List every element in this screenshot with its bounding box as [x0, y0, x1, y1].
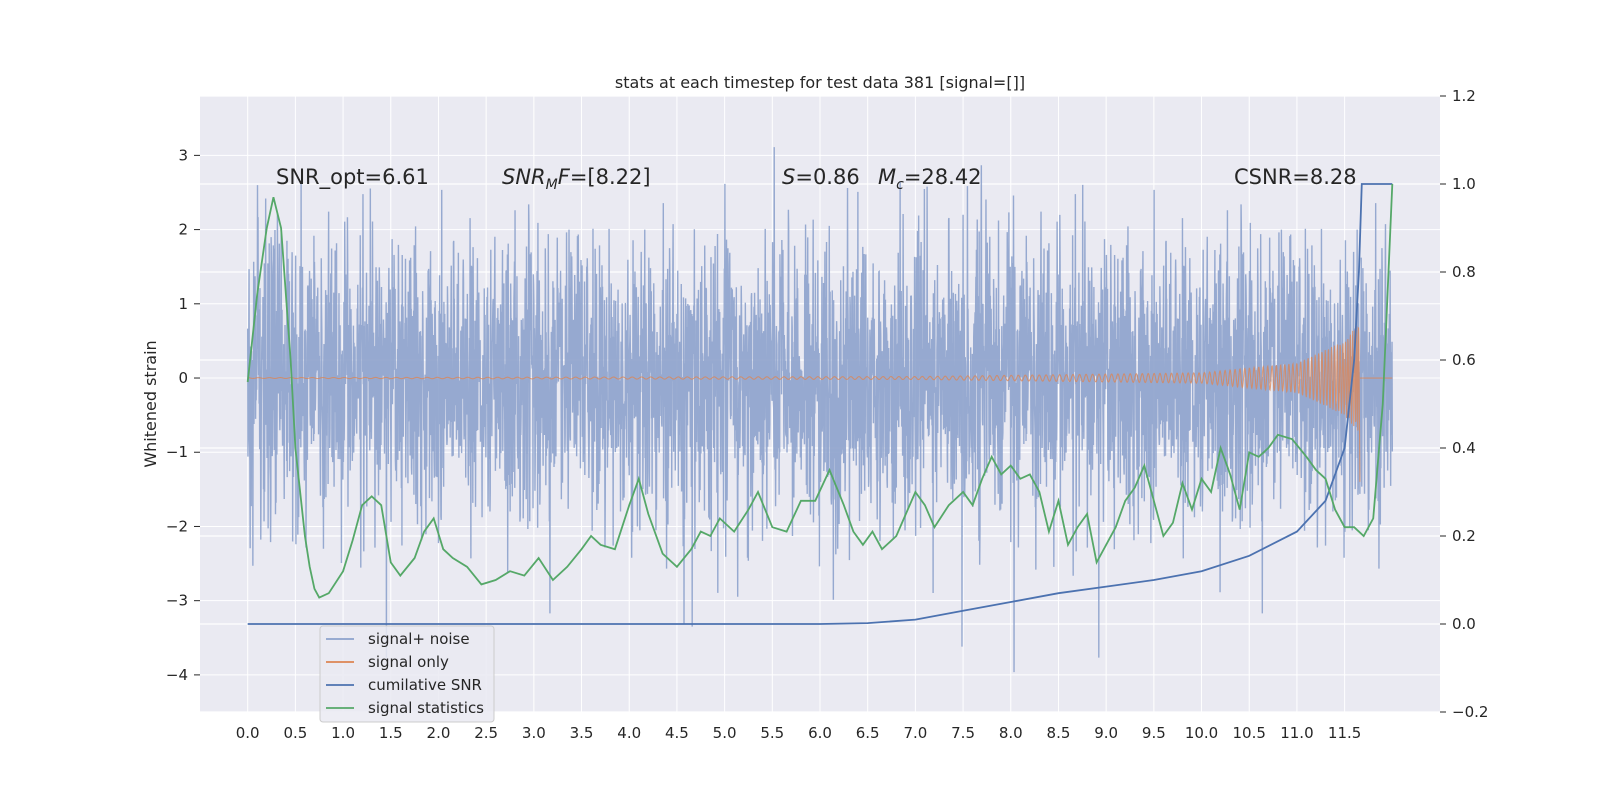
x-tick-label: 9.5 [1142, 724, 1166, 742]
x-tick-label: 6.5 [856, 724, 880, 742]
x-tick-label: 9.0 [1094, 724, 1118, 742]
y-tick-label: 0 [178, 369, 188, 387]
x-tick-label: 4.0 [617, 724, 641, 742]
y2-tick-label: 1.2 [1452, 87, 1476, 105]
y2-tick-label: 0.4 [1452, 439, 1476, 457]
legend: signal+ noise signal only cumilative SNR… [319, 625, 495, 723]
y-tick-label: −1 [166, 443, 188, 461]
annotation-snr-opt: SNR_opt=6.61 [276, 165, 429, 190]
x-axis-ticks: 0.0 0.5 1.0 1.5 2.0 2.5 3.0 3.5 4.0 4.5 5.0 5.5 6.0 6… [236, 724, 1362, 742]
x-tick-label: 3.5 [570, 724, 594, 742]
x-tick-label: 5.0 [713, 724, 737, 742]
series-signal-statistics-line [246, 183, 1394, 599]
y2-tick-label: 0.8 [1452, 263, 1476, 281]
annotation-snr-mf: SNRMF=[8.22] [502, 165, 651, 193]
annotation-csnr: CSNR=8.28 [1234, 165, 1357, 189]
x-tick-label: 7.0 [903, 724, 927, 742]
annotation-mc-sub: c [896, 177, 904, 193]
noise-series-layer [246, 147, 1394, 673]
x-tick-label: 7.5 [951, 724, 975, 742]
x-tick-label: 11.0 [1280, 724, 1313, 742]
legend-label-signal-only: signal only [368, 653, 449, 671]
y-axis-label: Whitened strain [141, 340, 160, 467]
legend-box [319, 625, 495, 723]
x-tick-label: 3.0 [522, 724, 546, 742]
signal-series-layer [247, 326, 1393, 482]
x-tick-label: 0.0 [236, 724, 260, 742]
y-tick-label: −2 [166, 517, 188, 535]
annotation-mc: Mc=28.42 [878, 165, 982, 193]
x-tick-label: 4.5 [665, 724, 689, 742]
y-tick-label: −3 [166, 592, 188, 610]
series-cumulative-snr-line [247, 183, 1393, 625]
y-tick-label: 2 [178, 221, 188, 239]
series-signal-noise-line [246, 147, 1394, 673]
y2-tick-label: −0.2 [1452, 703, 1488, 721]
annotation-s: S=0.86 [782, 165, 860, 189]
x-tick-label: 6.0 [808, 724, 832, 742]
x-tick-label: 2.0 [427, 724, 451, 742]
x-tick-label: 8.5 [1047, 724, 1071, 742]
right-axis-series-layer [246, 183, 1394, 625]
annotation-snr-mf-rest: F=[8.22] [558, 165, 651, 189]
legend-label-cumulative-snr: cumilative SNR [368, 676, 482, 694]
x-tick-label: 11.5 [1328, 724, 1361, 742]
series-signal-only-line [247, 326, 1361, 482]
annotation-mc-main: M [878, 165, 896, 189]
x-tick-label: 10.5 [1233, 724, 1266, 742]
annotation-snr-mf-f: F [558, 165, 571, 189]
chart-title: stats at each timestep for test data 381… [615, 73, 1025, 92]
annotation-snr-mf-sub: M [546, 177, 558, 193]
y-tick-label: 1 [178, 295, 188, 313]
y2-tick-label: 1.0 [1452, 175, 1476, 193]
y-tick-label: 3 [178, 146, 188, 164]
y2-tick-label: 0.2 [1452, 527, 1476, 545]
x-tick-label: 10.0 [1185, 724, 1218, 742]
annotation-s-rest: =0.86 [795, 165, 859, 189]
legend-label-signal-noise: signal+ noise [368, 630, 470, 648]
annotation-s-main: S [782, 165, 795, 189]
annotation-snr-mf-main: SNR [502, 165, 546, 189]
x-tick-label: 2.5 [474, 724, 498, 742]
y-tick-label: −4 [166, 666, 188, 684]
x-tick-label: 0.5 [283, 724, 307, 742]
x-tick-label: 1.5 [379, 724, 403, 742]
legend-label-signal-statistics: signal statistics [368, 699, 484, 717]
right-y-axis-ticks: 1.2 1.0 0.8 0.6 0.4 0.2 0.0 −0.2 [1440, 87, 1488, 721]
x-tick-label: 8.0 [999, 724, 1023, 742]
x-tick-label: 5.5 [760, 724, 784, 742]
y2-tick-label: 0.0 [1452, 615, 1476, 633]
annotation-mc-rest: =28.42 [904, 165, 982, 189]
y-axis-ticks: 3 2 1 0 −1 −2 −3 −4 [166, 146, 200, 684]
y2-tick-label: 0.6 [1452, 351, 1476, 369]
x-tick-label: 1.0 [331, 724, 355, 742]
